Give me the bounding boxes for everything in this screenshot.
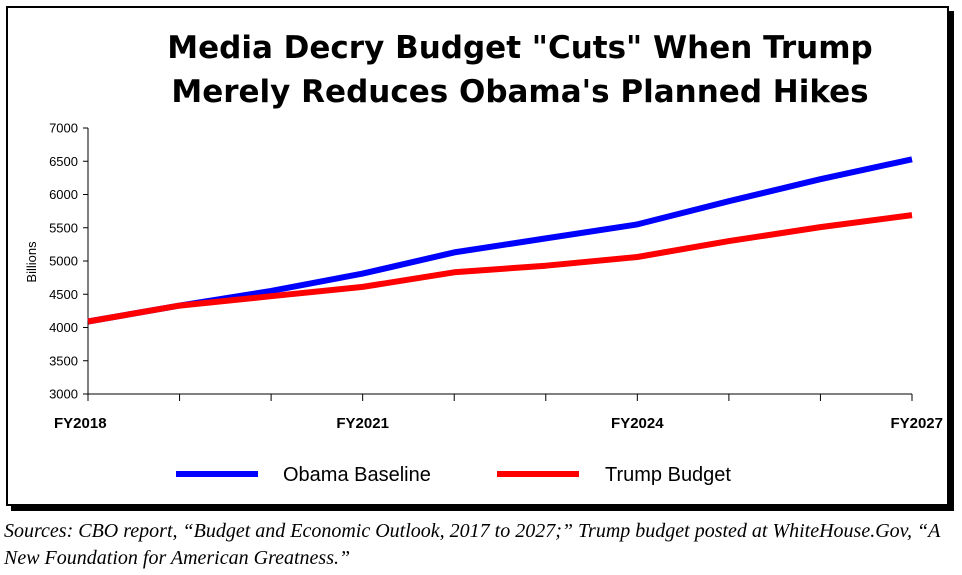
chart-title-line-2: Merely Reduces Obama's Planned Hikes: [171, 74, 869, 110]
y-tick-label: 3000: [49, 387, 78, 402]
x-tick-label: FY2027: [890, 415, 943, 432]
x-tick-label: FY2018: [54, 415, 107, 432]
chart-frame: [6, 6, 949, 506]
y-axis-label: Billions: [24, 241, 39, 283]
chart-title: Media Decry Budget "Cuts" When Trump Mer…: [70, 26, 962, 114]
y-tick-label: 6500: [49, 154, 78, 169]
y-tick-label: 7000: [49, 121, 78, 136]
line-chart: 3000 3500 4000 4500 5000 5500 6000 6500 7000 Bill…: [24, 121, 943, 487]
chart-axes: 3000 3500 4000 4500 5000 5500 6000 6500 7000 Bill…: [24, 121, 943, 433]
chart-legend: Obama Baseline Trump Budget: [176, 464, 731, 486]
x-tick-label: FY2021: [336, 415, 389, 432]
y-tick-label: 4500: [49, 287, 78, 302]
series-line-trump-budget: [87, 212, 913, 325]
y-tick-label: 5500: [49, 220, 78, 235]
legend-label: Trump Budget: [605, 464, 731, 486]
legend-label: Obama Baseline: [283, 464, 431, 486]
y-tick-label: 3500: [49, 353, 78, 368]
series-line-obama-baseline: [87, 156, 913, 325]
y-tick-label: 6000: [49, 187, 78, 202]
y-tick-label: 5000: [49, 254, 78, 269]
chart-series-layer: [87, 156, 913, 325]
chart-title-line-1: Media Decry Budget "Cuts" When Trump: [167, 30, 873, 66]
x-tick-label: FY2024: [611, 415, 664, 432]
sources-note: Sources: CBO report, “Budget and Economi…: [4, 520, 941, 569]
y-tick-label: 4000: [49, 320, 78, 335]
